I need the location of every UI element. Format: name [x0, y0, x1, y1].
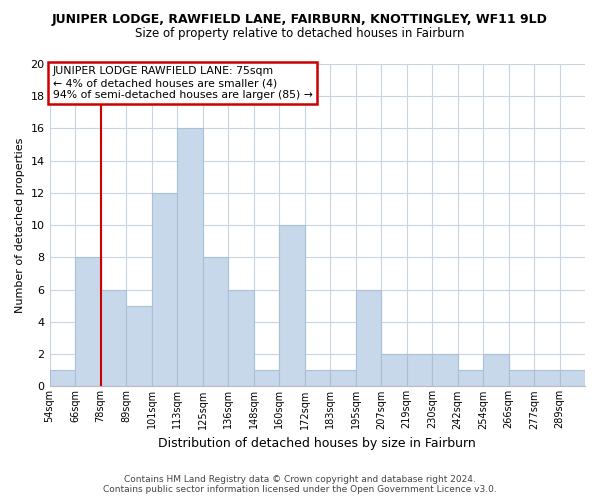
Bar	[560, 370, 585, 386]
Bar	[177, 128, 203, 386]
Bar	[330, 370, 356, 386]
Bar	[152, 193, 177, 386]
Bar	[279, 225, 305, 386]
Text: Size of property relative to detached houses in Fairburn: Size of property relative to detached ho…	[135, 28, 465, 40]
Bar	[356, 290, 381, 386]
Bar	[203, 258, 228, 386]
Bar	[509, 370, 534, 386]
Bar	[534, 370, 560, 386]
Text: Contains HM Land Registry data © Crown copyright and database right 2024.
Contai: Contains HM Land Registry data © Crown c…	[103, 474, 497, 494]
Bar	[50, 370, 75, 386]
Bar	[126, 306, 152, 386]
Bar	[458, 370, 483, 386]
Text: JUNIPER LODGE, RAWFIELD LANE, FAIRBURN, KNOTTINGLEY, WF11 9LD: JUNIPER LODGE, RAWFIELD LANE, FAIRBURN, …	[52, 12, 548, 26]
Bar	[381, 354, 407, 386]
Bar	[228, 290, 254, 386]
Bar	[75, 258, 101, 386]
Bar	[254, 370, 279, 386]
X-axis label: Distribution of detached houses by size in Fairburn: Distribution of detached houses by size …	[158, 437, 476, 450]
Bar	[101, 290, 126, 386]
Bar	[305, 370, 330, 386]
Bar	[483, 354, 509, 386]
Text: JUNIPER LODGE RAWFIELD LANE: 75sqm
← 4% of detached houses are smaller (4)
94% o: JUNIPER LODGE RAWFIELD LANE: 75sqm ← 4% …	[53, 66, 313, 100]
Y-axis label: Number of detached properties: Number of detached properties	[15, 138, 25, 313]
Bar	[432, 354, 458, 386]
Bar	[407, 354, 432, 386]
